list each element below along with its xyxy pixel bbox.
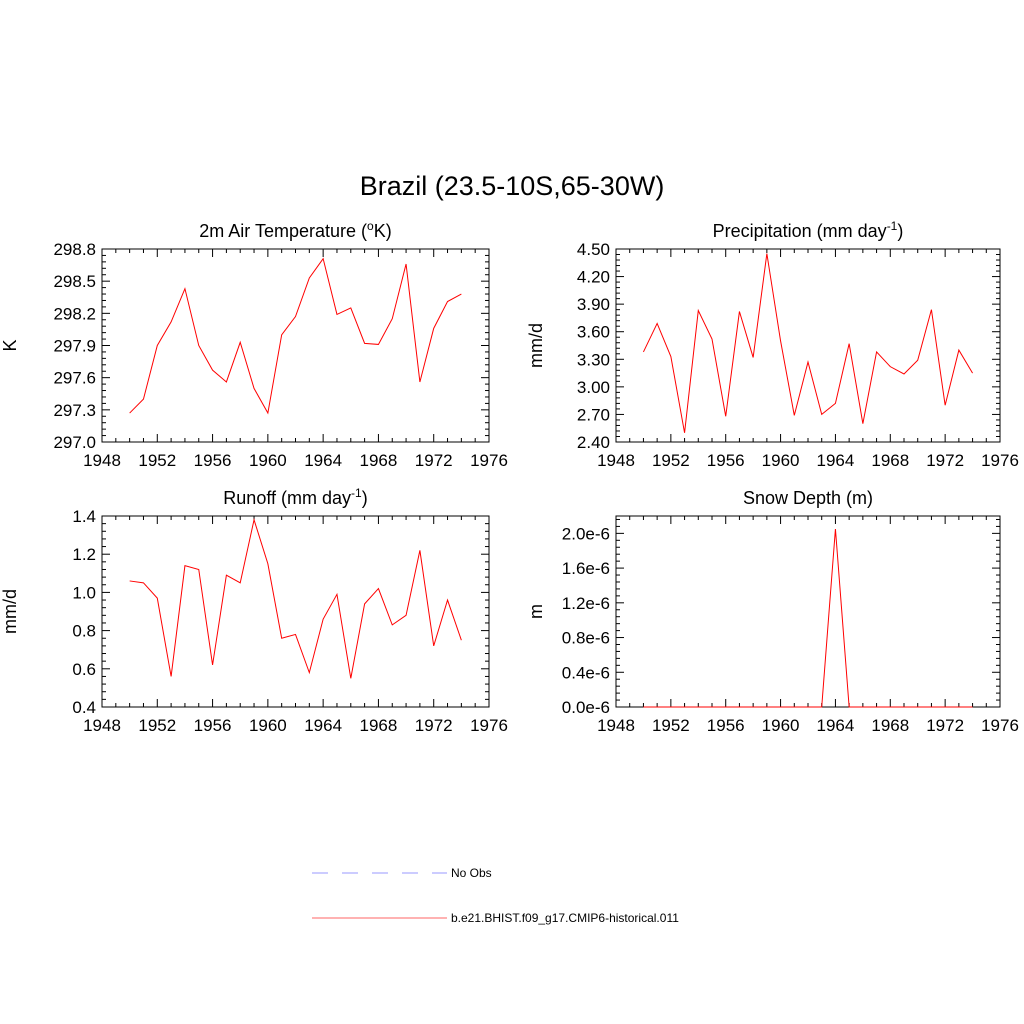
x-tick-label: 1960 [762,451,800,470]
x-tick-label: 1964 [817,451,855,470]
y-tick-label: 298.5 [53,272,96,291]
y-tick-label: 4.20 [577,268,610,287]
y-tick-label: 297.0 [53,433,96,452]
y-axis-label: K [0,339,20,351]
series-line [642,253,973,433]
y-tick-label: 0.4 [72,698,96,717]
series-line [643,528,973,708]
panel-1: 2m Air Temperature (oK) 1948 1952 1956 1960 1… [0,219,508,470]
x-tick-label: 1976 [470,451,508,470]
figure-title: Brazil (23.5-10S,65-30W) [360,171,665,201]
x-tick-label: 1952 [652,451,690,470]
y-tick-label: 2.70 [577,405,610,424]
panel-title-superscript: -1 [887,219,898,233]
x-tick-label: 1952 [138,716,176,735]
y-tick-label: 0.0e-6 [562,698,610,717]
x-tick-label: 1960 [762,716,800,735]
panel-3: Runoff (mm day-1) 1948 1952 1956 1960 1964 196… [0,486,508,735]
series-line [129,257,462,415]
x-tick-label: 1952 [652,716,690,735]
panel-title-tail: K) [374,221,392,241]
panel-title-main: Runoff (mm day [223,488,351,508]
y-tick-label: 298.8 [53,240,96,259]
panel-title: Snow Depth (m) [743,488,873,508]
y-axis-label: m [526,604,546,619]
plot-frame [615,248,1001,443]
y-tick-label: 297.9 [53,337,96,356]
x-tick-label: 1976 [470,716,508,735]
y-tick-label: 1.6e-6 [562,559,610,578]
y-tick-label: 1.4 [72,507,96,526]
x-tick-label: 1956 [707,716,745,735]
panel-title-tail: ) [897,221,903,241]
x-tick-label: 1964 [304,716,342,735]
y-tick-label: 0.8e-6 [562,629,610,648]
y-tick-label: 1.2 [72,545,96,564]
y-tick-label: 3.60 [577,323,610,342]
x-tick-label: 1952 [138,451,176,470]
panel-2: Precipitation (mm day-1) 1948 1952 1956 1960… [526,219,1019,470]
x-tick-label: 1968 [871,451,909,470]
panel-title: 2m Air Temperature (oK) [199,219,391,241]
panel-title-main: 2m Air Temperature ( [199,221,367,241]
x-tick-label: 1948 [597,716,635,735]
panel-4: Snow Depth (m) 1948 1952 1956 1960 1964 1968 19… [526,488,1019,735]
x-tick-label: 1972 [926,451,964,470]
panel-title-tail: ) [362,488,368,508]
y-tick-label: 0.8 [72,622,96,641]
x-tick-label: 1948 [83,716,121,735]
panel-title: Runoff (mm day-1) [223,486,367,508]
panel-title-main: Snow Depth (m) [743,488,873,508]
y-axis-label: mm/d [0,589,20,634]
y-tick-label: 1.0 [72,583,96,602]
panel-title-superscript: -1 [351,486,362,500]
panel-title: Precipitation (mm day-1) [713,219,904,241]
x-tick-label: 1956 [194,716,232,735]
y-tick-label: 3.30 [577,350,610,369]
legend-label: b.e21.BHIST.f09_g17.CMIP6-historical.011 [451,911,679,925]
y-tick-label: 0.6 [72,660,96,679]
legend-label: No Obs [451,866,492,880]
y-tick-label: 4.50 [577,240,610,259]
panel-title-superscript: o [367,219,374,233]
x-tick-label: 1972 [926,716,964,735]
x-tick-label: 1956 [707,451,745,470]
x-tick-label: 1964 [817,716,855,735]
x-tick-label: 1968 [360,451,398,470]
plot-frame [101,248,490,443]
x-tick-label: 1972 [415,451,453,470]
x-tick-label: 1948 [597,451,635,470]
x-tick-label: 1968 [871,716,909,735]
x-tick-label: 1964 [304,451,342,470]
x-tick-label: 1972 [415,716,453,735]
x-tick-label: 1948 [83,451,121,470]
y-tick-label: 298.2 [53,304,96,323]
y-tick-label: 297.6 [53,369,96,388]
y-tick-label: 297.3 [53,401,96,420]
x-tick-label: 1976 [981,451,1019,470]
x-tick-label: 1960 [249,451,287,470]
x-tick-label: 1960 [249,716,287,735]
y-tick-label: 3.00 [577,378,610,397]
y-tick-label: 1.2e-6 [562,594,610,613]
panel-title-main: Precipitation (mm day [713,221,887,241]
legend: No Obs b.e21.BHIST.f09_g17.CMIP6-historic… [312,866,679,925]
x-tick-label: 1956 [194,451,232,470]
y-tick-label: 0.4e-6 [562,663,610,682]
y-tick-label: 3.90 [577,295,610,314]
panels: 2m Air Temperature (oK)1948 1952 1956 1960 1… [0,219,1019,735]
y-tick-label: 2.0e-6 [562,524,610,543]
y-axis-label: mm/d [526,323,546,368]
series-line [129,517,462,679]
plot-frame [615,515,1001,708]
x-tick-label: 1976 [981,716,1019,735]
y-tick-label: 2.40 [577,433,610,452]
x-tick-label: 1968 [360,716,398,735]
